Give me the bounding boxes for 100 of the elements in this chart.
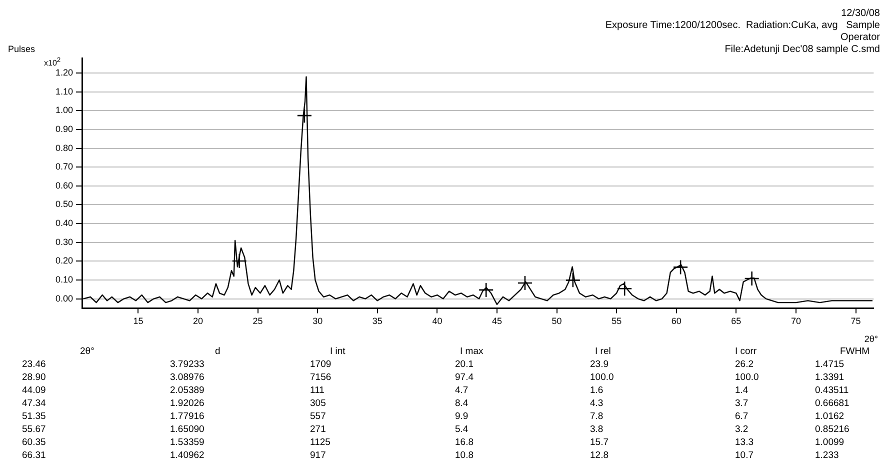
text: FWHM bbox=[840, 346, 870, 357]
text: 1.3391 bbox=[815, 372, 844, 383]
text: 2.05389 bbox=[170, 385, 204, 396]
y-tick-label: 0.00 bbox=[55, 293, 73, 304]
text: 1.4 bbox=[735, 385, 748, 396]
text: 1.65090 bbox=[170, 424, 204, 435]
text: d bbox=[215, 346, 220, 357]
y-tick-label: 1.10 bbox=[55, 86, 73, 96]
text: 0.66681 bbox=[815, 398, 850, 409]
y-tick-label: 1.00 bbox=[55, 105, 73, 116]
text: 8.4 bbox=[455, 398, 468, 409]
text: 12.8 bbox=[590, 450, 608, 461]
point bbox=[616, 280, 632, 296]
text: 100.0 bbox=[590, 372, 614, 383]
point bbox=[517, 275, 533, 291]
text: 10.8 bbox=[455, 450, 474, 461]
text: 1.0099 bbox=[815, 437, 844, 448]
text: 1709 bbox=[310, 359, 332, 370]
text: 0.43511 bbox=[815, 385, 849, 396]
text: 1125 bbox=[310, 437, 330, 448]
y-tick-label: 0.20 bbox=[55, 256, 73, 266]
y-axis-title: Pulses bbox=[8, 44, 36, 54]
x-tick-label: 30 bbox=[312, 316, 323, 326]
text: 20.1 bbox=[455, 359, 474, 370]
text: 1.0162 bbox=[815, 411, 844, 422]
text: 3.2 bbox=[735, 424, 748, 435]
text: 66.31 bbox=[22, 450, 46, 461]
y-tick-label: 0.30 bbox=[55, 236, 73, 247]
text: 2θ° bbox=[80, 346, 94, 357]
text: x10$^{2}$ bbox=[44, 57, 61, 68]
x-tick-label: 25 bbox=[252, 316, 263, 326]
chart-title: 12/30/08 bbox=[841, 8, 880, 19]
text: 13.3 bbox=[735, 437, 754, 448]
text: 3.79233 bbox=[170, 359, 204, 370]
text: 0.85216 bbox=[815, 424, 850, 435]
text: 7.8 bbox=[590, 411, 604, 422]
y-tick-label: 0.60 bbox=[55, 180, 73, 190]
text: 557 bbox=[310, 411, 326, 422]
text: 111 bbox=[310, 385, 324, 396]
text: 1.53359 bbox=[170, 437, 204, 448]
text: 5.4 bbox=[455, 424, 468, 435]
text: 23.46 bbox=[22, 359, 46, 370]
point bbox=[565, 272, 581, 288]
point bbox=[296, 108, 312, 124]
point bbox=[744, 270, 760, 286]
text: 3.8 bbox=[590, 424, 604, 435]
text: I rel bbox=[595, 346, 611, 357]
text: 917 bbox=[310, 450, 326, 461]
text: 44.09 bbox=[22, 385, 46, 396]
text: 305 bbox=[310, 398, 326, 409]
x-tick-label: 60 bbox=[671, 316, 682, 326]
x-tick-label: 35 bbox=[372, 316, 382, 326]
text: 4.3 bbox=[590, 398, 604, 409]
text: 3.7 bbox=[735, 398, 748, 409]
text: 55.67 bbox=[22, 424, 46, 435]
y-tick-label: 0.10 bbox=[55, 274, 73, 284]
x-tick-label: 75 bbox=[850, 316, 861, 326]
text: 28.90 bbox=[22, 372, 46, 383]
y-tick-label: 1.20 bbox=[55, 68, 73, 78]
text: I corr bbox=[735, 346, 757, 357]
text: 1.6 bbox=[590, 385, 604, 396]
text: 51.35 bbox=[22, 411, 46, 422]
point bbox=[232, 253, 248, 269]
text: 1.40962 bbox=[170, 450, 204, 461]
y-tick-label: 0.50 bbox=[55, 199, 73, 210]
y-tick-label: 0.90 bbox=[55, 124, 73, 134]
text: 100.0 bbox=[735, 372, 759, 383]
text: I int bbox=[330, 346, 346, 357]
text: 1.92026 bbox=[170, 398, 204, 409]
y-tick-label: 0.80 bbox=[55, 142, 73, 153]
x-tick-label: 50 bbox=[552, 316, 562, 326]
text: I max bbox=[460, 346, 484, 357]
y-tick-label: 0.40 bbox=[55, 218, 73, 228]
text: 10.7 bbox=[735, 450, 754, 461]
x-tick-label: 20 bbox=[192, 316, 204, 326]
x-axis-title: 2θ° bbox=[864, 334, 878, 344]
text: 3.08976 bbox=[170, 372, 204, 383]
text: 23.9 bbox=[590, 359, 608, 370]
text: 60.35 bbox=[22, 437, 46, 448]
x-tick-label: 40 bbox=[432, 316, 442, 326]
text: 4.7 bbox=[455, 385, 468, 396]
x-tick-label: 70 bbox=[790, 316, 801, 326]
x-tick-label: 55 bbox=[612, 316, 622, 326]
text: 271 bbox=[310, 424, 326, 435]
text: 97.4 bbox=[455, 372, 474, 383]
text: 9.9 bbox=[455, 411, 468, 422]
text: 16.8 bbox=[455, 437, 474, 448]
point bbox=[672, 260, 688, 275]
point bbox=[478, 282, 494, 298]
text: 1.4715 bbox=[815, 359, 844, 370]
x-tick-label: 15 bbox=[133, 316, 144, 326]
text: 15.7 bbox=[590, 437, 608, 448]
text: 7156 bbox=[310, 372, 332, 383]
text: 26.2 bbox=[735, 359, 754, 370]
chart-subtitle: Exposure Time:1200/1200sec. Radiation:CuKa, avg Sample Operator File:Adetunji Dec'08 sample C.smd bbox=[605, 20, 880, 56]
y-tick-label: 0.70 bbox=[55, 162, 73, 172]
text: 1.233 bbox=[815, 450, 839, 461]
text: 1.77916 bbox=[170, 411, 204, 422]
text: 47.34 bbox=[22, 398, 46, 409]
x-tick-label: 45 bbox=[492, 316, 502, 326]
